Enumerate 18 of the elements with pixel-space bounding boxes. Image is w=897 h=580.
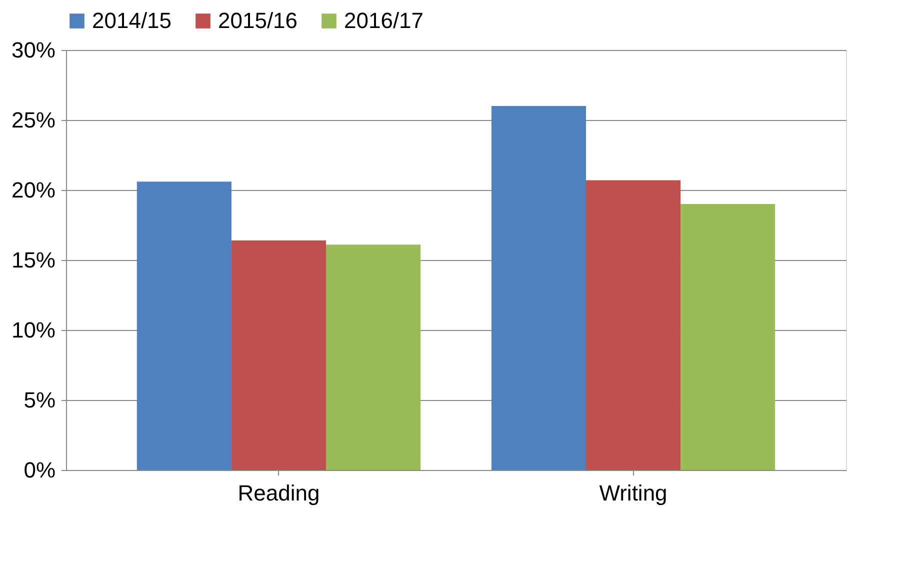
y-tick-label: 30% (11, 38, 56, 62)
x-tick-label: Reading (238, 480, 320, 506)
y-tick-label: 10% (11, 318, 56, 342)
legend-label: 2015/16 (218, 8, 298, 33)
bar (491, 106, 586, 470)
bar (231, 240, 326, 470)
y-tick-label: 5% (24, 388, 56, 412)
legend-label: 2016/17 (344, 8, 424, 33)
y-tick-label: 25% (11, 108, 56, 132)
y-tick-label: 20% (11, 178, 56, 202)
y-tick-label: 15% (11, 248, 56, 272)
bar (586, 180, 681, 470)
x-tick-label: Writing (599, 480, 668, 506)
y-tick-label: 0% (24, 458, 56, 482)
bar (680, 204, 776, 470)
bar (136, 182, 232, 470)
bar (326, 244, 421, 470)
legend-label: 2014/15 (92, 8, 172, 33)
